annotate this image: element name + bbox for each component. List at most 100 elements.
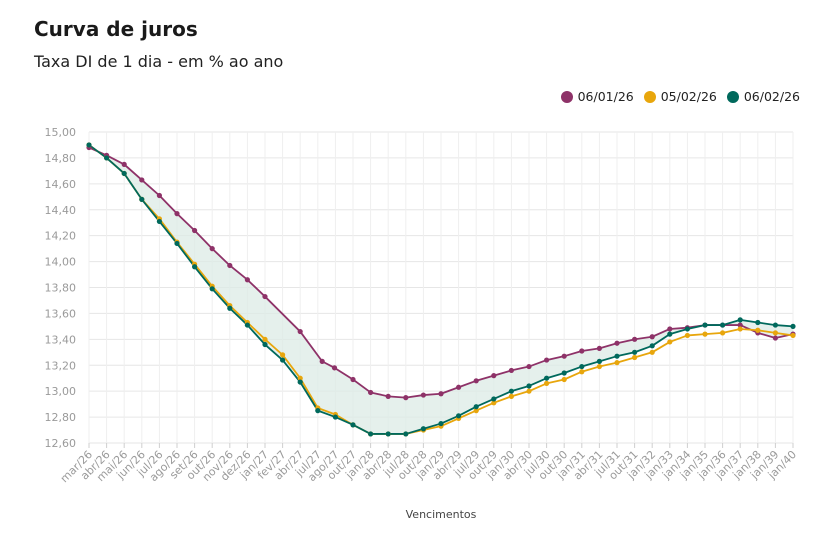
data-point-series-2[interactable]	[297, 375, 303, 381]
data-point-series-2[interactable]	[473, 408, 479, 414]
data-point-series-3[interactable]	[561, 370, 567, 376]
data-point-series-3[interactable]	[508, 388, 514, 394]
data-point-series-1[interactable]	[156, 192, 162, 199]
data-point-series-1[interactable]	[297, 328, 303, 335]
data-point-series-1[interactable]	[121, 161, 127, 167]
data-point-series-2[interactable]	[684, 332, 691, 339]
data-point-series-1[interactable]	[561, 353, 567, 359]
data-point-series-2[interactable]	[632, 354, 638, 361]
data-point-series-1[interactable]	[508, 367, 514, 374]
legend-item-series-2[interactable]: 05/02/26	[643, 89, 717, 104]
data-point-series-1[interactable]	[244, 277, 250, 283]
data-point-series-2[interactable]	[737, 326, 743, 332]
data-point-series-1[interactable]	[192, 227, 198, 234]
data-point-series-1[interactable]	[319, 358, 325, 364]
data-point-series-3[interactable]	[139, 196, 145, 202]
data-point-series-3[interactable]	[684, 326, 691, 332]
data-point-series-3[interactable]	[192, 264, 198, 270]
data-point-series-3[interactable]	[350, 422, 356, 428]
data-point-series-2[interactable]	[280, 352, 286, 358]
data-point-series-3[interactable]	[297, 379, 303, 385]
data-point-series-1[interactable]	[456, 384, 462, 390]
legend-item-series-3[interactable]: 06/02/26	[726, 89, 800, 104]
data-point-series-2[interactable]	[262, 336, 268, 342]
data-point-series-3[interactable]	[755, 319, 761, 326]
data-point-series-3[interactable]	[438, 420, 444, 427]
data-point-series-2[interactable]	[649, 349, 655, 355]
data-point-series-3[interactable]	[227, 305, 233, 311]
data-point-series-1[interactable]	[262, 293, 268, 300]
data-point-series-3[interactable]	[702, 322, 708, 328]
data-point-series-2[interactable]	[790, 332, 796, 339]
data-point-series-2[interactable]	[614, 360, 620, 366]
data-point-series-3[interactable]	[456, 413, 462, 419]
data-point-series-3[interactable]	[209, 286, 215, 292]
data-point-series-1[interactable]	[526, 363, 532, 370]
data-point-series-3[interactable]	[403, 431, 409, 437]
data-point-series-3[interactable]	[473, 404, 479, 410]
data-point-series-1[interactable]	[667, 326, 673, 332]
data-point-series-3[interactable]	[315, 408, 321, 414]
data-point-series-3[interactable]	[174, 240, 180, 247]
y-tick-label: 14,80	[45, 152, 77, 165]
data-point-series-2[interactable]	[755, 327, 761, 333]
data-point-series-1[interactable]	[227, 262, 233, 269]
data-point-series-1[interactable]	[649, 334, 655, 340]
data-point-series-1[interactable]	[632, 336, 638, 342]
data-point-series-3[interactable]	[280, 357, 286, 363]
data-point-series-3[interactable]	[104, 155, 110, 161]
data-point-series-3[interactable]	[368, 431, 374, 437]
data-point-series-3[interactable]	[121, 170, 127, 177]
data-point-series-1[interactable]	[438, 391, 444, 397]
data-point-series-3[interactable]	[332, 414, 338, 420]
data-point-series-1[interactable]	[737, 322, 743, 328]
data-point-series-3[interactable]	[772, 322, 779, 328]
data-point-series-1[interactable]	[491, 373, 497, 379]
data-point-series-2[interactable]	[596, 363, 603, 370]
legend-item-series-1[interactable]: 06/01/26	[560, 89, 634, 104]
data-point-series-2[interactable]	[772, 330, 779, 336]
data-point-series-2[interactable]	[544, 380, 550, 386]
data-point-series-3[interactable]	[526, 383, 532, 389]
data-point-series-1[interactable]	[385, 393, 391, 399]
data-point-series-1[interactable]	[368, 389, 374, 396]
data-point-series-3[interactable]	[790, 323, 796, 329]
data-point-series-1[interactable]	[139, 177, 145, 183]
data-point-series-2[interactable]	[561, 376, 567, 383]
data-point-series-3[interactable]	[244, 322, 250, 328]
data-point-series-2[interactable]	[579, 369, 585, 375]
data-point-series-3[interactable]	[720, 322, 726, 328]
data-point-series-1[interactable]	[614, 340, 620, 346]
data-point-series-1[interactable]	[473, 378, 479, 384]
data-point-series-3[interactable]	[649, 343, 655, 349]
data-point-series-1[interactable]	[174, 211, 180, 217]
data-point-series-3[interactable]	[614, 353, 620, 359]
data-point-series-1[interactable]	[596, 345, 603, 352]
data-point-series-1[interactable]	[331, 365, 338, 371]
data-point-series-1[interactable]	[579, 348, 585, 354]
data-point-series-3[interactable]	[420, 426, 426, 432]
data-point-series-1[interactable]	[350, 376, 356, 383]
data-point-series-2[interactable]	[667, 339, 673, 345]
data-point-series-3[interactable]	[491, 396, 497, 402]
data-point-series-1[interactable]	[420, 392, 426, 398]
data-point-series-1[interactable]	[544, 357, 550, 363]
data-point-series-2[interactable]	[526, 388, 532, 394]
data-point-series-3[interactable]	[667, 331, 673, 337]
data-point-series-2[interactable]	[491, 400, 497, 406]
data-point-series-3[interactable]	[156, 218, 162, 225]
data-point-series-3[interactable]	[385, 431, 391, 437]
data-point-series-1[interactable]	[403, 395, 409, 401]
data-point-series-3[interactable]	[632, 349, 638, 355]
data-point-series-2[interactable]	[702, 331, 708, 337]
data-point-series-1[interactable]	[772, 335, 779, 341]
data-point-series-3[interactable]	[262, 341, 268, 348]
data-point-series-3[interactable]	[86, 142, 92, 148]
data-point-series-2[interactable]	[508, 393, 514, 399]
data-point-series-2[interactable]	[720, 330, 726, 336]
data-point-series-3[interactable]	[544, 375, 550, 381]
data-point-series-1[interactable]	[209, 246, 215, 252]
data-point-series-3[interactable]	[596, 358, 603, 364]
data-point-series-3[interactable]	[579, 363, 585, 370]
data-point-series-3[interactable]	[737, 317, 743, 323]
